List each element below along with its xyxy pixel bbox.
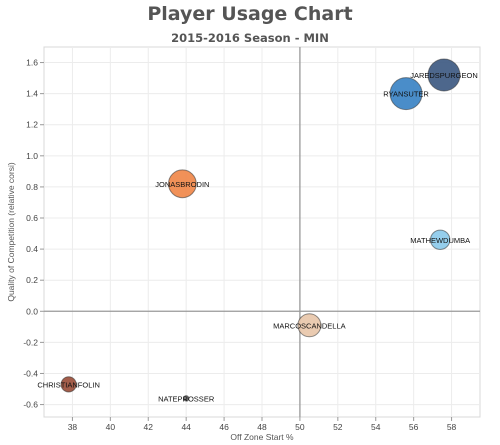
y-axis-title: Quality of Competition (relative corsi) [6, 162, 16, 302]
y-tick-label: 1.6 [26, 58, 38, 68]
chart-title: Player Usage Chart [147, 3, 353, 25]
x-tick-label: 54 [371, 422, 381, 432]
x-tick-label: 58 [447, 422, 457, 432]
data-point[interactable] [389, 77, 423, 111]
data-point-label: MATHEWDUMBA [410, 236, 470, 245]
data-point[interactable] [60, 376, 77, 393]
x-tick-label: 38 [68, 422, 78, 432]
x-tick-label: 46 [219, 422, 229, 432]
x-tick-label: 40 [106, 422, 116, 432]
data-point-label: MARCOSCANDELLA [273, 321, 346, 330]
data-point-label: NATEPROSSER [158, 394, 215, 403]
x-tick-label: 44 [181, 422, 191, 432]
data-point[interactable] [427, 58, 461, 92]
data-point[interactable] [182, 395, 190, 402]
chart-subtitle: 2015-2016 Season - MIN [171, 31, 329, 45]
data-point-label: JONASBRODIN [155, 180, 209, 189]
y-tick-label: 0.8 [26, 182, 38, 192]
y-tick-label: -0.6 [23, 400, 38, 410]
x-tick-label: 50 [295, 422, 305, 432]
y-tick-label: 0.4 [26, 244, 38, 254]
y-tick-label: 0.2 [26, 275, 38, 285]
data-point-label: RYANSUTER [383, 90, 429, 99]
x-tick-label: 52 [333, 422, 343, 432]
data-point-label: JAREDSPURGEON [410, 71, 478, 80]
y-tick-label: -0.4 [23, 368, 38, 378]
y-tick-label: -0.2 [23, 337, 38, 347]
x-tick-label: 56 [409, 422, 419, 432]
data-point[interactable] [167, 169, 197, 199]
x-axis-title: Off Zone Start % [230, 432, 294, 442]
y-tick-label: 0.0 [26, 306, 38, 316]
data-point[interactable] [429, 229, 451, 250]
x-tick-label: 48 [257, 422, 267, 432]
y-tick-label: 1.2 [26, 120, 38, 130]
x-tick-label: 42 [144, 422, 154, 432]
y-tick-label: 1.4 [26, 89, 38, 99]
data-point[interactable] [297, 313, 322, 338]
y-tick-label: 1.0 [26, 151, 38, 161]
y-tick-label: 0.6 [26, 213, 38, 223]
data-point-label: CHRISTIANFOLIN [37, 380, 100, 389]
